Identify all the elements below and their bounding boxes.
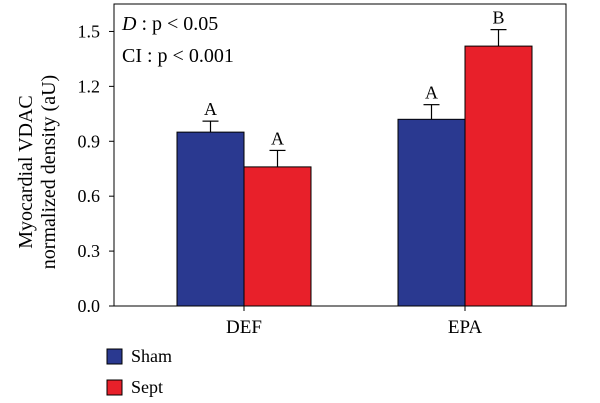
y-axis-title-line-1: Myocardial VDAC [15, 95, 37, 249]
x-tick-label-def: DEF [226, 317, 262, 338]
y-tick-label: 0.3 [78, 241, 101, 261]
significance-letter: A [425, 83, 438, 103]
y-tick-label: 0.9 [78, 131, 101, 151]
bar-sham-def [176, 131, 245, 307]
y-axis: 0.0 0.3 0.6 0.9 1.2 1.5 [78, 21, 114, 316]
legend-label-sham: Sham [131, 346, 172, 366]
annotation-d: D : p < 0.05 [121, 13, 218, 35]
legend-swatch-sept [106, 379, 123, 396]
bar-sham-epa [397, 118, 466, 307]
y-tick-label: 1.5 [78, 21, 101, 41]
annotation-ci: CI : p < 0.001 [122, 45, 234, 67]
y-tick-label: 1.2 [78, 76, 101, 96]
significance-letter: A [271, 128, 284, 148]
legend: Sham Sept [106, 346, 172, 397]
x-axis-labels: DEF EPA [226, 306, 482, 338]
legend-item-sham: Sham [106, 346, 172, 366]
bar-sept-epa [464, 45, 533, 307]
x-tick-label-epa: EPA [448, 317, 482, 338]
y-axis-title-line-2: normalized density (aU) [38, 75, 60, 269]
bar-sept-def [243, 166, 312, 307]
significance-letter: A [204, 99, 217, 119]
y-tick-label: 0.0 [78, 296, 101, 316]
legend-swatch-sham [106, 348, 123, 365]
legend-item-sept: Sept [106, 377, 163, 397]
bars: A A A B [176, 8, 533, 307]
y-tick-label: 0.6 [78, 186, 101, 206]
y-axis-title: Myocardial VDAC normalized density (aU) [15, 75, 60, 269]
significance-letter: B [492, 8, 504, 28]
plot-frame [113, 3, 567, 307]
legend-label-sept: Sept [131, 377, 163, 397]
